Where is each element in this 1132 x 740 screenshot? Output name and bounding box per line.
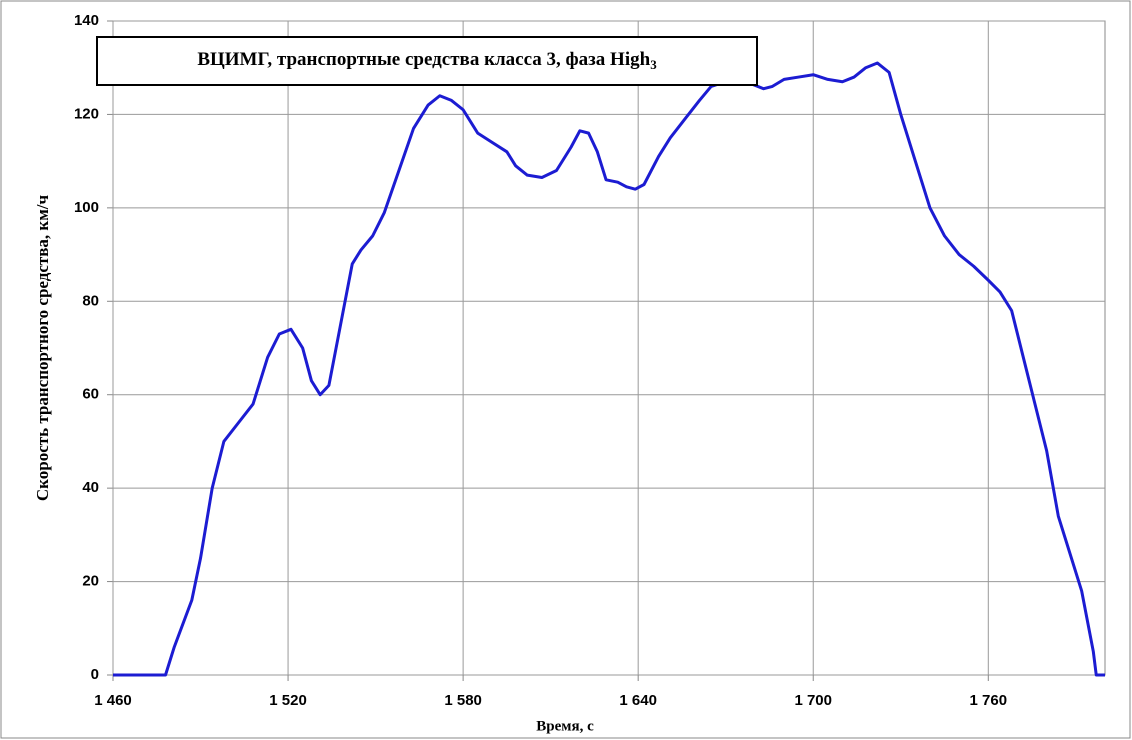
- y-tick-label: 80: [82, 292, 99, 309]
- y-tick-label: 100: [74, 199, 99, 216]
- y-tick-label: 120: [74, 105, 99, 122]
- title-box: [96, 36, 758, 86]
- y-tick-label: 60: [82, 386, 99, 403]
- y-tick-label: 140: [74, 12, 99, 29]
- x-tick-label: 1 520: [269, 692, 307, 709]
- x-tick-label: 1 700: [794, 692, 832, 709]
- y-tick-label: 0: [91, 666, 99, 683]
- x-tick-label: 1 580: [444, 692, 482, 709]
- plot-area: [112, 20, 1106, 676]
- y-axis-label: Скорость транспортного средства, км/ч: [33, 194, 52, 501]
- title-text: ВЦИМГ, транспортные средства класса 3, ф…: [197, 49, 650, 70]
- line: [113, 61, 1105, 677]
- x-axis-label: Время, с: [536, 718, 594, 734]
- y-tick-label: 40: [82, 479, 99, 496]
- chart-title: ВЦИМГ, транспортные средства класса 3, ф…: [197, 49, 657, 72]
- x-tick-label: 1 460: [94, 692, 132, 709]
- x-tick-label: 1 640: [619, 692, 657, 709]
- y-tick-label: 20: [82, 573, 99, 590]
- x-tick-label: 1 760: [970, 692, 1008, 709]
- title-subscript: 3: [650, 57, 657, 72]
